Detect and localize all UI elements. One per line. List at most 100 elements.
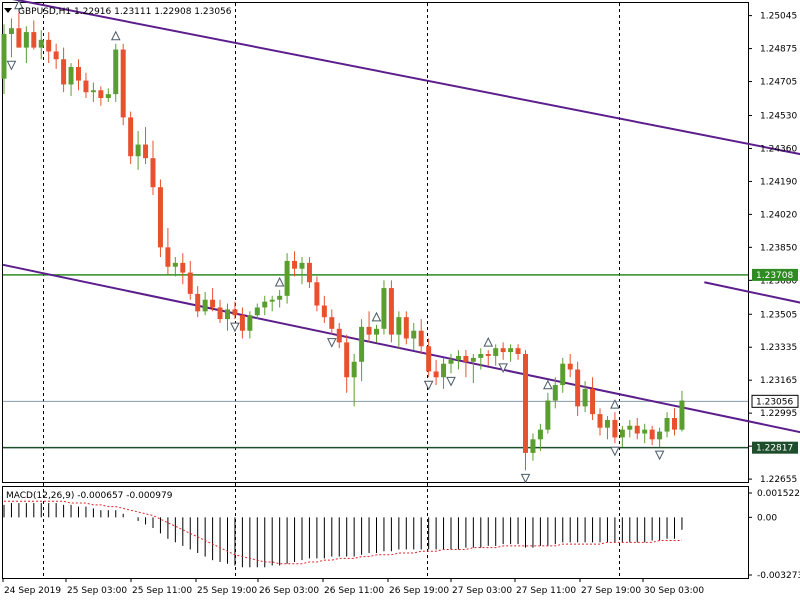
candle-body <box>217 307 223 320</box>
price-label-text: 1.22817 <box>756 444 793 454</box>
channel-line-upper <box>12 0 800 156</box>
price-tick-label: 1.25045 <box>760 12 797 22</box>
candle-body <box>135 144 141 157</box>
candle-body <box>523 354 528 453</box>
fractal-down-arrow <box>423 380 434 391</box>
price-tick-label: 1.24190 <box>760 177 797 187</box>
candle-body <box>619 429 625 438</box>
candle-body <box>90 90 96 93</box>
time-tick-label: 26 Sep 19:00 <box>389 586 449 596</box>
candle-body <box>262 301 268 308</box>
candle-body <box>232 309 238 316</box>
macd-series <box>3 500 683 568</box>
fractal-markers <box>6 0 665 484</box>
price-tick-label: 1.22655 <box>760 475 797 485</box>
fractal-down-arrow <box>6 60 17 71</box>
candle-body <box>672 418 677 430</box>
time-tick-label: 27 Sep 19:00 <box>581 586 641 596</box>
candle-body <box>508 348 514 353</box>
candle-body <box>247 315 253 331</box>
time-tick-label: 25 Sep 03:00 <box>67 586 127 596</box>
candle-body <box>381 288 387 329</box>
candle-body <box>448 359 454 364</box>
candle-body <box>374 328 379 335</box>
candle-body <box>537 429 543 440</box>
fractal-down-arrow <box>326 338 337 348</box>
candle-body <box>23 32 29 48</box>
candle-body <box>344 342 350 378</box>
candle-body <box>336 328 342 343</box>
channel-line-lower <box>2 263 800 434</box>
candle-body <box>552 385 558 401</box>
price-tick-label: 1.22995 <box>760 409 797 419</box>
candle-body <box>575 369 581 407</box>
candle-body <box>31 32 37 48</box>
price-level-labels: 1.23708 1.22817 1.23056 <box>751 268 799 454</box>
symbol-header: GBPUSD,H1 1.22916 1.23111 1.22908 1.2305… <box>18 7 232 17</box>
candle-body <box>515 348 521 355</box>
time-tick-label: 24 Sep 2019 <box>4 586 61 596</box>
candle-body <box>61 59 67 85</box>
candle-body <box>239 315 245 331</box>
candle-body <box>463 355 469 362</box>
candle-body <box>68 66 74 85</box>
macd-header: MACD(12,26,9) -0.000657 -0.000979 <box>6 491 173 501</box>
candle-body <box>314 282 320 306</box>
candle-body <box>172 262 178 267</box>
candle-body <box>455 355 461 360</box>
time-tick-label: 25 Sep 19:00 <box>197 586 257 596</box>
macd-tick-label: -0.003273 <box>757 571 800 581</box>
fractal-up-arrow <box>543 379 553 390</box>
candle-body <box>284 260 290 296</box>
time-tick-label: 25 Sep 11:00 <box>132 586 192 596</box>
candle-body <box>254 307 260 316</box>
time-axis: 24 Sep 2019 25 Sep 03:00 25 Sep 11:00 25 Se… <box>2 578 704 596</box>
candle-body <box>597 414 603 428</box>
candle-body <box>604 419 610 428</box>
candle-body <box>98 90 104 99</box>
candle-body <box>366 326 372 335</box>
candle-body <box>8 28 14 35</box>
candle-body <box>16 28 22 48</box>
candle-body <box>292 260 298 269</box>
candle-body <box>418 330 424 347</box>
candle-body <box>143 144 149 159</box>
candle-body <box>560 363 566 386</box>
candle-body <box>105 94 111 99</box>
time-tick-label: 27 Sep 11:00 <box>516 586 576 596</box>
candle-body <box>38 39 44 48</box>
price-label-text: 1.23708 <box>756 271 793 281</box>
fractal-down-arrow <box>520 473 531 484</box>
candle-body <box>195 293 201 312</box>
price-tick-label: 1.24705 <box>760 78 797 88</box>
triangle-down-icon[interactable] <box>4 8 12 13</box>
price-tick-label: 1.23165 <box>760 376 797 386</box>
candle-body <box>441 363 447 378</box>
candle-body <box>321 305 327 318</box>
price-tick-label: 1.23505 <box>760 310 797 320</box>
candle-body <box>612 419 618 438</box>
macd-tick-label: 0.001522 <box>757 489 800 499</box>
candle-body <box>53 51 59 60</box>
fractal-up-arrow <box>483 337 494 347</box>
candle-body <box>590 388 596 415</box>
fractal-down-arrow <box>446 376 456 387</box>
candle-body <box>433 371 439 378</box>
candle-body <box>210 299 216 308</box>
candle-body <box>403 317 409 339</box>
fractal-down-arrow <box>498 363 508 373</box>
macd-axis: 0.001522 0.00 -0.003273 <box>748 489 800 581</box>
time-tick-label: 26 Sep 03:00 <box>259 586 319 596</box>
current-price-box <box>751 394 799 408</box>
candle-body <box>582 388 588 407</box>
candle-body <box>485 354 491 356</box>
candle-body <box>329 317 335 329</box>
fractal-up-arrow <box>14 0 24 10</box>
candle-body <box>157 187 163 248</box>
fractal-up-arrow <box>610 399 620 409</box>
candle-body <box>76 66 81 81</box>
price-tick-label: 1.23850 <box>760 243 797 253</box>
candle-body <box>83 80 89 93</box>
horizontal-levels <box>3 274 748 449</box>
